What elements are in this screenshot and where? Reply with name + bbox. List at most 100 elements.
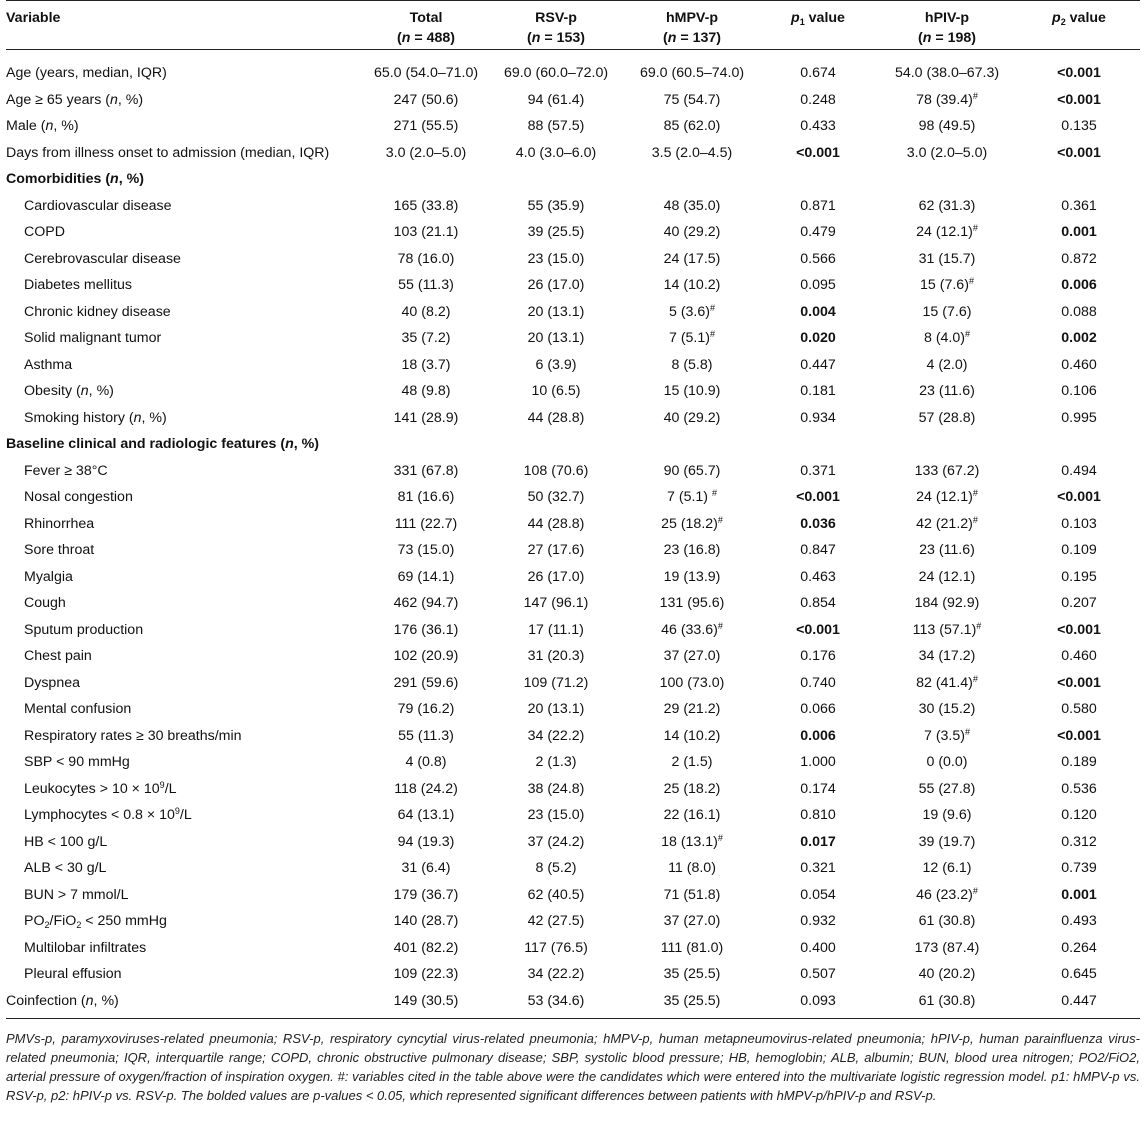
- column-header-n: (n = 137): [663, 30, 721, 46]
- cell-rsv: 31 (20.3): [527, 648, 585, 664]
- cell-hpiv: 42 (21.2)#: [916, 514, 978, 532]
- row-label: Chest pain: [24, 648, 92, 664]
- cell-total: 165 (33.8): [393, 197, 459, 214]
- cell-rsv: 69.0 (60.0–72.0): [503, 65, 609, 81]
- cell-p2: 0.361: [1061, 197, 1097, 214]
- hash-marker: #: [717, 832, 723, 843]
- column-header-label: RSV-p: [535, 10, 577, 26]
- hash-marker: #: [711, 488, 717, 498]
- hash-marker: #: [972, 488, 978, 498]
- cell-hpiv: 23 (11.6): [919, 542, 975, 558]
- row-label: Cerebrovascular disease: [24, 250, 181, 267]
- cell-hpiv: 55 (27.8): [918, 780, 976, 797]
- table-body: Age (years, median, IQR) 65.0 (54.0–71.0)…: [6, 50, 1140, 1019]
- cell-total: 141 (28.9): [393, 409, 459, 426]
- cell-rsv: 39 (25.5): [527, 224, 585, 240]
- row-label: SBP < 90 mmHg: [24, 754, 130, 770]
- cell-hpiv: 78 (39.4)#: [916, 90, 978, 108]
- row-label: Nosal congestion: [24, 489, 133, 505]
- cell-hmpv: 131 (95.6): [659, 595, 725, 611]
- table-row: PO2/FiO2 < 250 mmHg 140 (28.7) 42 (27.5) 37…: [6, 908, 1140, 935]
- hash-marker: #: [965, 726, 971, 737]
- cell-p1: 0.181: [800, 383, 836, 399]
- cell-p1: 0.810: [800, 807, 836, 823]
- cell-p2: 0.460: [1061, 356, 1097, 373]
- cell-hmpv: 15 (10.9): [663, 383, 721, 399]
- cell-hpiv: 113 (57.1)#: [912, 620, 982, 638]
- cell-hmpv: 37 (27.0): [663, 913, 721, 929]
- table-row: Myalgia 69 (14.1) 26 (17.0) 19 (13.9) 0.463 2…: [6, 564, 1140, 591]
- row-label: Chronic kidney disease: [24, 303, 171, 320]
- cell-rsv: 37 (24.2): [527, 833, 585, 850]
- table-row: Multilobar infiltrates 401 (82.2) 117 (76.…: [6, 935, 1140, 962]
- row-label: Multilobar infiltrates: [24, 939, 147, 956]
- cell-rsv: 94 (61.4): [527, 91, 585, 108]
- cell-total: 55 (11.3): [398, 727, 454, 744]
- row-label: Dyspnea: [24, 674, 80, 691]
- row-label: ALB < 30 g/L: [24, 860, 107, 876]
- cell-rsv: 2 (1.3): [535, 754, 577, 770]
- cell-hmpv: 24 (17.5): [663, 250, 721, 267]
- cell-p1: <0.001: [796, 489, 840, 505]
- cell-hmpv: 71 (51.8): [663, 886, 721, 903]
- cell-hpiv: 39 (19.7): [918, 833, 976, 850]
- cell-p2: 0.536: [1061, 780, 1097, 797]
- cell-p2: 0.995: [1061, 409, 1097, 426]
- row-label: Solid malignant tumor: [24, 330, 162, 346]
- cell-p2: <0.001: [1057, 65, 1101, 81]
- cell-p1: 0.740: [800, 674, 836, 691]
- row-label: Rhinorrhea: [24, 515, 95, 532]
- cell-hpiv: 82 (41.4)#: [916, 673, 978, 691]
- cell-total: 81 (16.6): [397, 489, 455, 505]
- cell-p1: 0.174: [800, 780, 836, 797]
- table-row: Sore throat 73 (15.0) 27 (17.6) 23 (16.8) 0.…: [6, 537, 1140, 564]
- cell-hmpv: 14 (10.2): [663, 277, 721, 293]
- column-header-label: Total: [409, 10, 443, 26]
- hash-marker: #: [710, 329, 716, 339]
- cell-rsv: 55 (35.9): [527, 197, 585, 214]
- cell-total: 103 (21.1): [393, 224, 459, 240]
- cell-hmpv: 100 (73.0): [659, 674, 725, 691]
- cell-p2: 0.088: [1061, 303, 1097, 320]
- table-row: Solid malignant tumor 35 (7.2) 20 (13.1) 7 …: [6, 325, 1140, 352]
- column-header-label: Variable: [6, 10, 61, 26]
- cell-hpiv: 24 (12.1): [918, 568, 976, 585]
- cell-rsv: 20 (13.1): [527, 303, 585, 320]
- hash-marker: #: [710, 302, 716, 313]
- cell-total: 64 (13.1): [397, 807, 455, 823]
- cell-hpiv: 30 (15.2): [918, 701, 976, 717]
- row-label: Cardiovascular disease: [24, 197, 172, 214]
- hash-marker: #: [972, 885, 978, 896]
- cell-rsv: 147 (96.1): [523, 595, 589, 611]
- row-label: Asthma: [24, 356, 73, 373]
- cell-total: 65.0 (54.0–71.0): [373, 65, 479, 81]
- cell-hmpv: 25 (18.2): [663, 780, 721, 797]
- cell-p1: 0.006: [800, 727, 836, 744]
- cell-hpiv: 0 (0.0): [926, 754, 968, 770]
- cell-total: 78 (16.0): [397, 250, 455, 267]
- row-label: BUN > 7 mmol/L: [24, 886, 129, 903]
- table-row: Rhinorrhea 111 (22.7) 44 (28.8) 25 (18.2)# 0…: [6, 511, 1140, 538]
- cell-hmpv: 40 (29.2): [663, 409, 721, 426]
- cell-p2: 0.580: [1061, 701, 1097, 717]
- row-label: Cough: [24, 595, 66, 611]
- hash-marker: #: [717, 620, 723, 631]
- table-row: ALB < 30 g/L 31 (6.4) 8 (5.2) 11 (8.0) 0.321…: [6, 855, 1140, 882]
- cell-p1: <0.001: [796, 621, 840, 638]
- cell-hmpv: 69.0 (60.5–74.0): [639, 65, 745, 81]
- cell-p1: 0.066: [800, 701, 836, 717]
- row-label: Age (years, median, IQR): [6, 65, 167, 81]
- cell-hmpv: 14 (10.2): [663, 727, 721, 744]
- row-label: Coinfection (n, %): [6, 987, 364, 1019]
- cell-hpiv: 24 (12.1)#: [916, 223, 978, 241]
- cell-total: 31 (6.4): [401, 860, 451, 876]
- cell-p2: 0.493: [1061, 913, 1097, 929]
- column-header-n: (n = 488): [397, 30, 455, 46]
- cell-p1: 0.433: [800, 118, 836, 134]
- column-header-5: hPIV-p (n = 198): [876, 1, 1018, 50]
- cell-p2: 0.312: [1061, 833, 1097, 850]
- cell-rsv: 53 (34.6): [488, 987, 624, 1019]
- cell-total: 35 (7.2): [401, 330, 451, 346]
- cell-rsv: 42 (27.5): [527, 913, 585, 929]
- cell-p1: 0.463: [800, 568, 836, 585]
